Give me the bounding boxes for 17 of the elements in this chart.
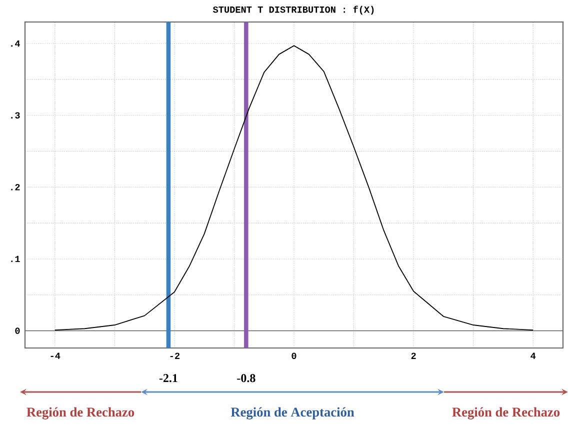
y-tick-label: 0 — [15, 328, 20, 334]
text: Región de Rechazo — [26, 407, 134, 420]
ref-line-label: -2.1 — [159, 374, 178, 382]
line-series — [54, 45, 534, 331]
x-tick-label: -2 — [170, 352, 180, 359]
x-tick-label: -4 — [50, 352, 60, 359]
x-tick-label: 2 — [411, 352, 416, 359]
text: Región de Aceptación — [230, 407, 354, 420]
x-tick-label: 4 — [530, 352, 536, 359]
ref-line-label: -0.8 — [237, 374, 256, 382]
text: Región de Rechazo — [452, 407, 560, 420]
y-tick-label: .1 — [11, 256, 20, 262]
x-tick-label: 0 — [292, 352, 296, 360]
chart-title: STUDENT T DISTRIBUTION : f(X) — [212, 6, 374, 15]
y-tick-label: .2 — [11, 184, 20, 190]
y-tick-label: .4 — [11, 40, 20, 47]
y-tick-label: .3 — [11, 112, 20, 119]
